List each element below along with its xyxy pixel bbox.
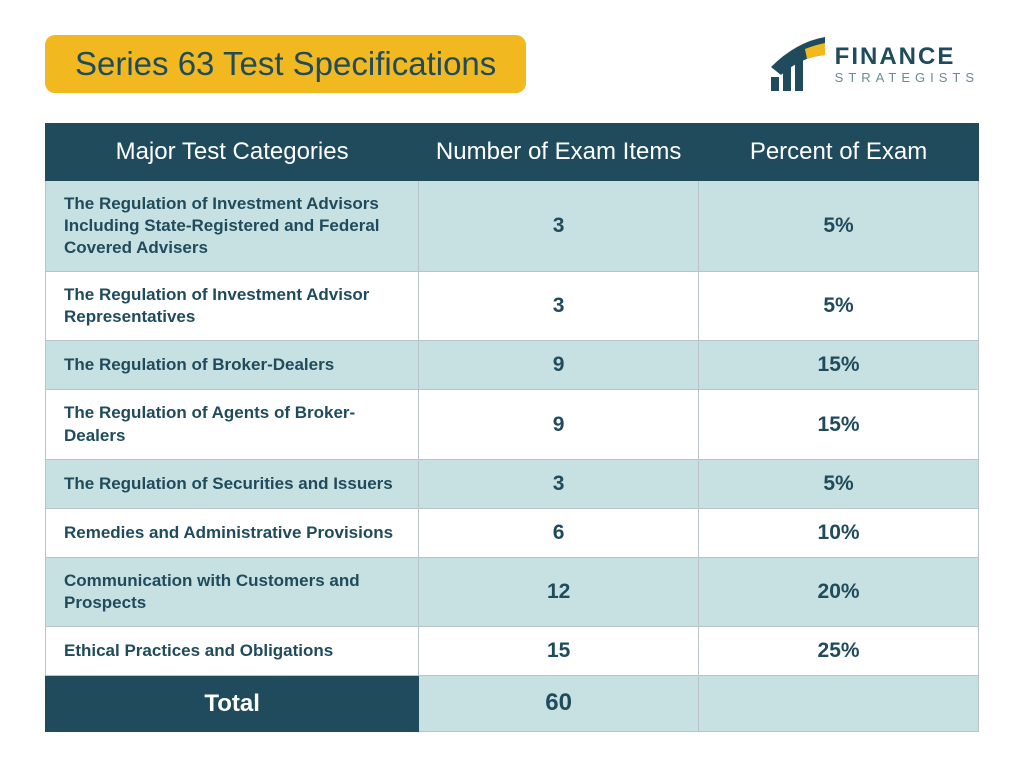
cell-items: 3 — [419, 272, 699, 341]
logo-text-bottom: STRATEGISTS — [835, 71, 979, 84]
table-header-row: Major Test Categories Number of Exam Ite… — [46, 124, 979, 181]
cell-percent: 5% — [699, 459, 979, 508]
cell-category: The Regulation of Investment Advisor Rep… — [46, 272, 419, 341]
col-header-items: Number of Exam Items — [419, 124, 699, 181]
cell-percent: 15% — [699, 390, 979, 459]
page-title: Series 63 Test Specifications — [45, 35, 526, 93]
table-row: Ethical Practices and Obligations 15 25% — [46, 626, 979, 675]
cell-category: The Regulation of Securities and Issuers — [46, 459, 419, 508]
total-label: Total — [46, 675, 419, 731]
cell-items: 15 — [419, 626, 699, 675]
cell-percent: 25% — [699, 626, 979, 675]
table-row: Remedies and Administrative Provisions 6… — [46, 508, 979, 557]
cell-category: The Regulation of Broker-Dealers — [46, 341, 419, 390]
table-row: The Regulation of Securities and Issuers… — [46, 459, 979, 508]
cell-percent: 15% — [699, 341, 979, 390]
cell-items: 9 — [419, 390, 699, 459]
cell-percent: 10% — [699, 508, 979, 557]
cell-percent: 5% — [699, 272, 979, 341]
brand-logo: FINANCE STRATEGISTS — [771, 37, 979, 91]
col-header-category: Major Test Categories — [46, 124, 419, 181]
logo-text-top: FINANCE — [835, 45, 979, 69]
header: Series 63 Test Specifications FINANCE ST… — [45, 35, 979, 93]
cell-percent: 20% — [699, 557, 979, 626]
total-items: 60 — [419, 675, 699, 731]
cell-percent: 5% — [699, 181, 979, 272]
cell-category: The Regulation of Agents of Broker-Deale… — [46, 390, 419, 459]
table-row: The Regulation of Investment Advisors In… — [46, 181, 979, 272]
cell-items: 9 — [419, 341, 699, 390]
cell-items: 12 — [419, 557, 699, 626]
cell-category: The Regulation of Investment Advisors In… — [46, 181, 419, 272]
cell-items: 6 — [419, 508, 699, 557]
table-row: Communication with Customers and Prospec… — [46, 557, 979, 626]
cell-category: Ethical Practices and Obligations — [46, 626, 419, 675]
table-row: The Regulation of Agents of Broker-Deale… — [46, 390, 979, 459]
total-percent — [699, 675, 979, 731]
logo-text: FINANCE STRATEGISTS — [835, 45, 979, 84]
col-header-percent: Percent of Exam — [699, 124, 979, 181]
table-total-row: Total 60 — [46, 675, 979, 731]
cell-items: 3 — [419, 181, 699, 272]
table-row: The Regulation of Broker-Dealers 9 15% — [46, 341, 979, 390]
cell-category: Communication with Customers and Prospec… — [46, 557, 419, 626]
table-row: The Regulation of Investment Advisor Rep… — [46, 272, 979, 341]
specifications-table: Major Test Categories Number of Exam Ite… — [45, 123, 979, 732]
cell-items: 3 — [419, 459, 699, 508]
cell-category: Remedies and Administrative Provisions — [46, 508, 419, 557]
logo-icon — [771, 37, 825, 91]
